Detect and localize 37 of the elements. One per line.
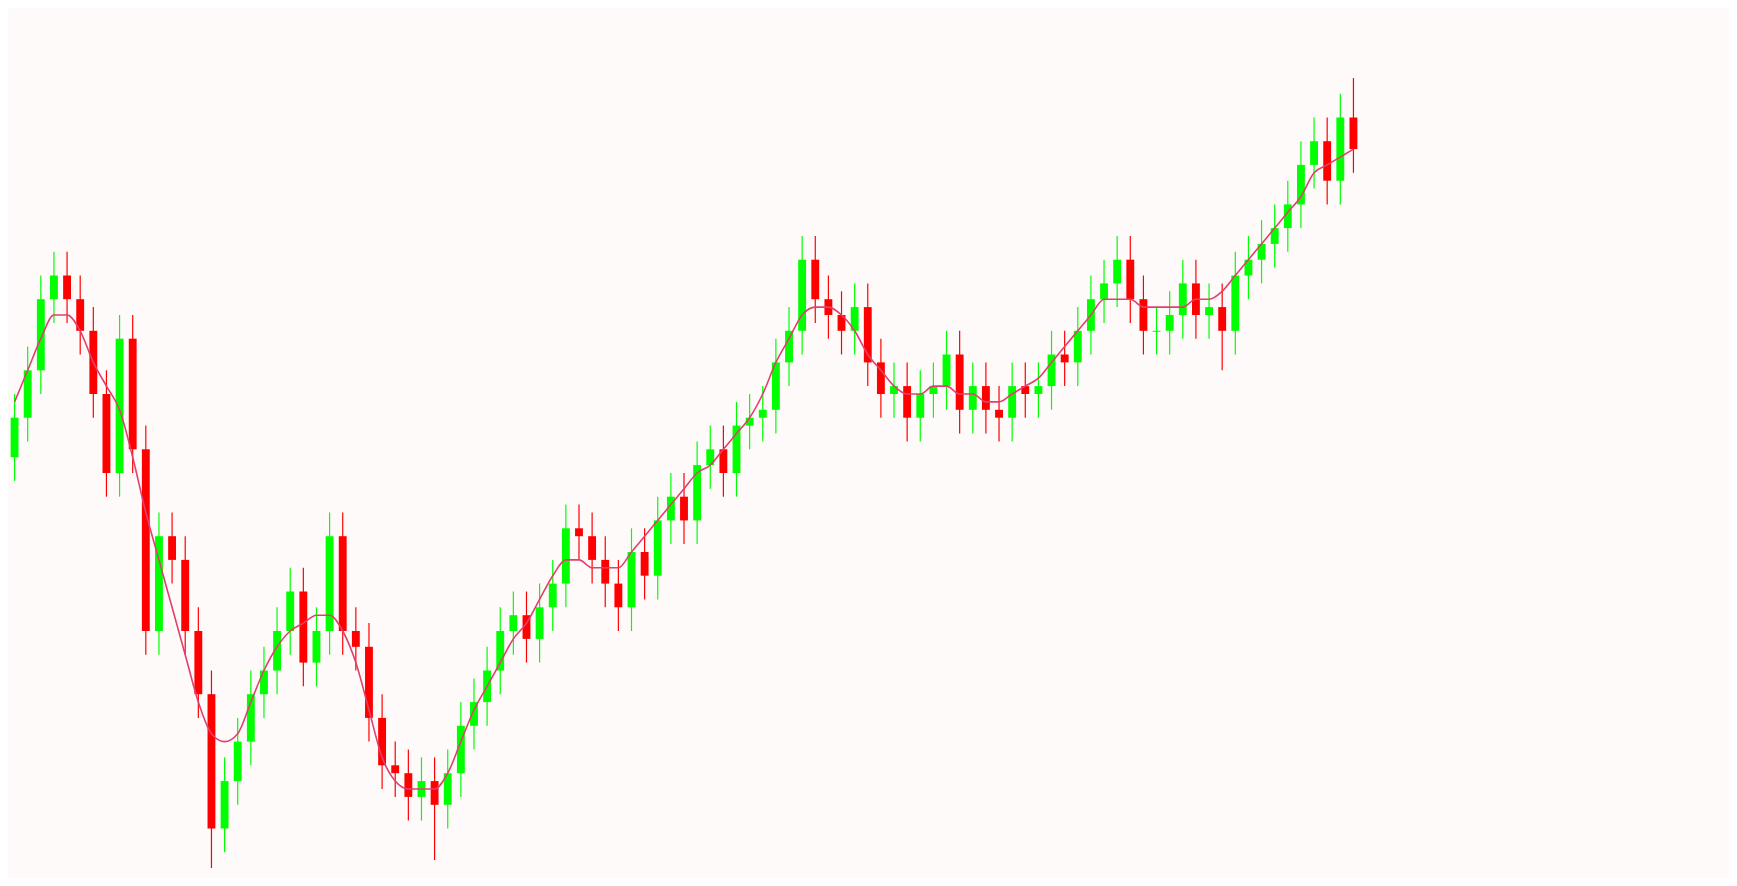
candlestick — [575, 504, 583, 561]
candlestick — [1021, 361, 1030, 419]
candlestick — [351, 606, 360, 672]
candlestick — [391, 741, 400, 798]
candlestick — [601, 535, 610, 608]
candlestick — [260, 646, 268, 719]
candlestick — [824, 274, 833, 340]
candlestick — [588, 511, 597, 585]
candlestick — [640, 527, 649, 600]
candlestick — [719, 425, 728, 498]
candlestick — [63, 251, 72, 324]
candlestick — [1165, 290, 1174, 356]
candlestick — [1205, 282, 1213, 340]
candlestick — [50, 251, 58, 324]
candlestick — [430, 756, 439, 861]
candlestick — [1100, 259, 1108, 324]
candlestick — [404, 748, 413, 822]
candlestick — [706, 425, 715, 490]
candlestick — [916, 369, 925, 442]
candlestick — [758, 385, 767, 442]
candlestick — [1034, 361, 1043, 419]
candlestick — [981, 361, 990, 435]
candlestick — [995, 385, 1003, 442]
candlestick — [168, 511, 177, 585]
candlestick — [1113, 235, 1122, 308]
candlestick — [850, 282, 859, 356]
candlestick — [680, 472, 688, 545]
candlestick — [1270, 203, 1279, 269]
candlestick — [614, 559, 623, 632]
candlestick — [1310, 116, 1318, 190]
candlestick — [1283, 180, 1292, 253]
candlestick — [509, 590, 518, 656]
candlestick — [548, 559, 557, 632]
candlestick — [1244, 235, 1253, 300]
candlestick — [1218, 282, 1227, 371]
candlestick — [1060, 330, 1069, 387]
candlestick — [968, 361, 977, 435]
